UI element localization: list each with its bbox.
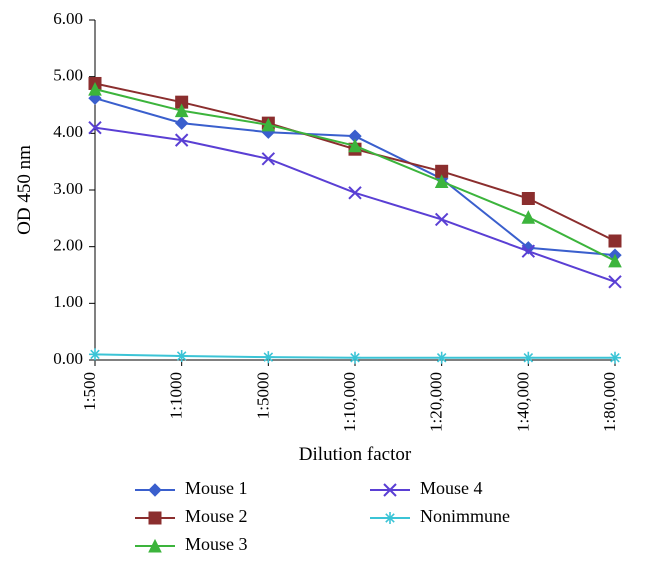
marker-square xyxy=(522,193,534,205)
y-axis-title: OD 450 nm xyxy=(14,145,35,235)
marker-square xyxy=(149,512,161,524)
marker-square xyxy=(609,235,621,247)
y-tick-label: 1.00 xyxy=(53,292,83,311)
x-tick-label: 1:40,000 xyxy=(513,372,532,432)
x-tick-label: 1:1000 xyxy=(167,372,186,419)
legend-label: Mouse 2 xyxy=(185,506,248,526)
legend-label: Nonimmune xyxy=(420,506,510,526)
line-chart: 0.00 1.00 2.00 3.00 4.00 5.00 6.00 1:500 1:1000 1… xyxy=(0,0,663,572)
legend-label: Mouse 4 xyxy=(420,478,483,498)
y-tick-label: 6.00 xyxy=(53,9,83,28)
x-tick-label: 1:500 xyxy=(80,372,99,411)
y-tick-label: 2.00 xyxy=(53,236,83,255)
x-tick-label: 1:80,000 xyxy=(600,372,619,432)
y-tick-label: 5.00 xyxy=(53,66,83,85)
x-tick-label: 1:20,000 xyxy=(427,372,446,432)
x-tick-label: 1:10,000 xyxy=(340,372,359,432)
y-tick-label: 0.00 xyxy=(53,349,83,368)
legend-label: Mouse 1 xyxy=(185,478,248,498)
x-axis-title: Dilution factor xyxy=(299,444,412,465)
chart-container: 0.00 1.00 2.00 3.00 4.00 5.00 6.00 1:500 1:1000 1… xyxy=(0,0,663,572)
legend-label: Mouse 3 xyxy=(185,534,248,554)
y-tick-label: 4.00 xyxy=(53,122,83,141)
y-tick-label: 3.00 xyxy=(53,179,83,198)
x-tick-label: 1:5000 xyxy=(253,372,272,419)
